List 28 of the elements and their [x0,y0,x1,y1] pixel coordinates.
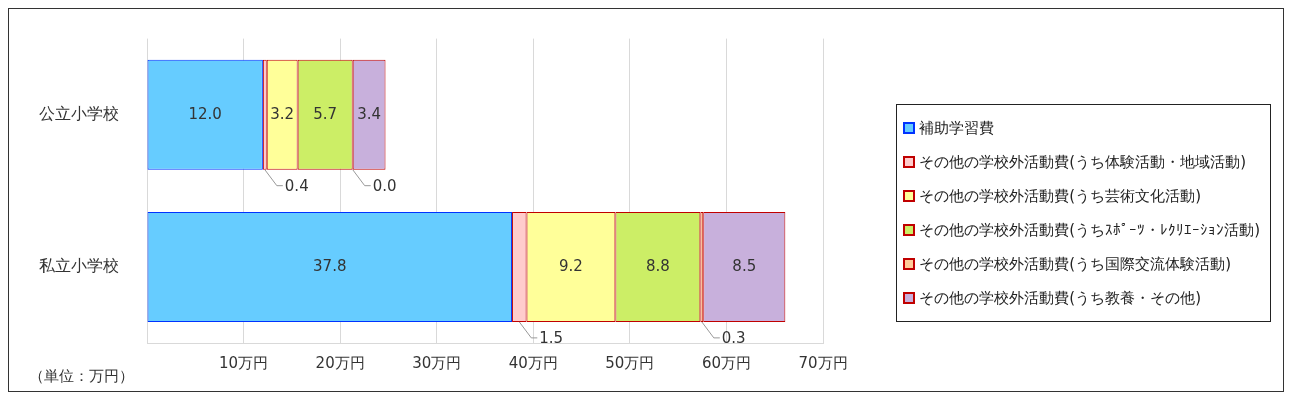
x-tick-label: 10万円 [219,353,269,372]
x-tick-label: 30万円 [412,353,462,372]
legend-label: その他の学校外活動費(うち芸術文化活動) [919,186,1201,207]
y-tick-label: 私立小学校 [39,256,119,276]
x-tick-label: 40万円 [508,353,558,372]
x-tick-label: 60万円 [701,353,751,372]
data-label: 3.4 [357,104,382,123]
legend-label: その他の学校外活動費(うち体験活動・地域活動) [919,152,1246,173]
x-tick-label: 70万円 [798,353,848,372]
data-label: 37.8 [313,256,347,275]
y-tick-label: 公立小学校 [39,103,119,123]
text: （単位：万円） [29,366,134,385]
legend-label: その他の学校外活動費(うち教養・その他) [919,288,1201,309]
data-label: 5.7 [313,104,338,123]
data-label: 9.2 [559,256,583,275]
x-tick-label: 20万円 [315,353,365,372]
data-label: 12.0 [188,104,222,123]
legend-label: その他の学校外活動費(うちｽﾎﾟｰﾂ・ﾚｸﾘｴｰｼｮﾝ活動) [919,220,1260,241]
data-label: 3.2 [270,104,295,123]
legend-label: その他の学校外活動費(うち国際交流体験活動) [919,254,1231,275]
data-label: 8.5 [732,256,757,275]
legend-label: 補助学習費 [919,118,995,139]
data-label: 1.5 [539,328,564,347]
data-label: 0.0 [372,176,397,195]
data-label: 8.8 [645,256,670,275]
x-tick-label: 50万円 [605,353,655,372]
data-label: 0.4 [284,176,309,195]
data-label: 0.3 [721,328,746,347]
